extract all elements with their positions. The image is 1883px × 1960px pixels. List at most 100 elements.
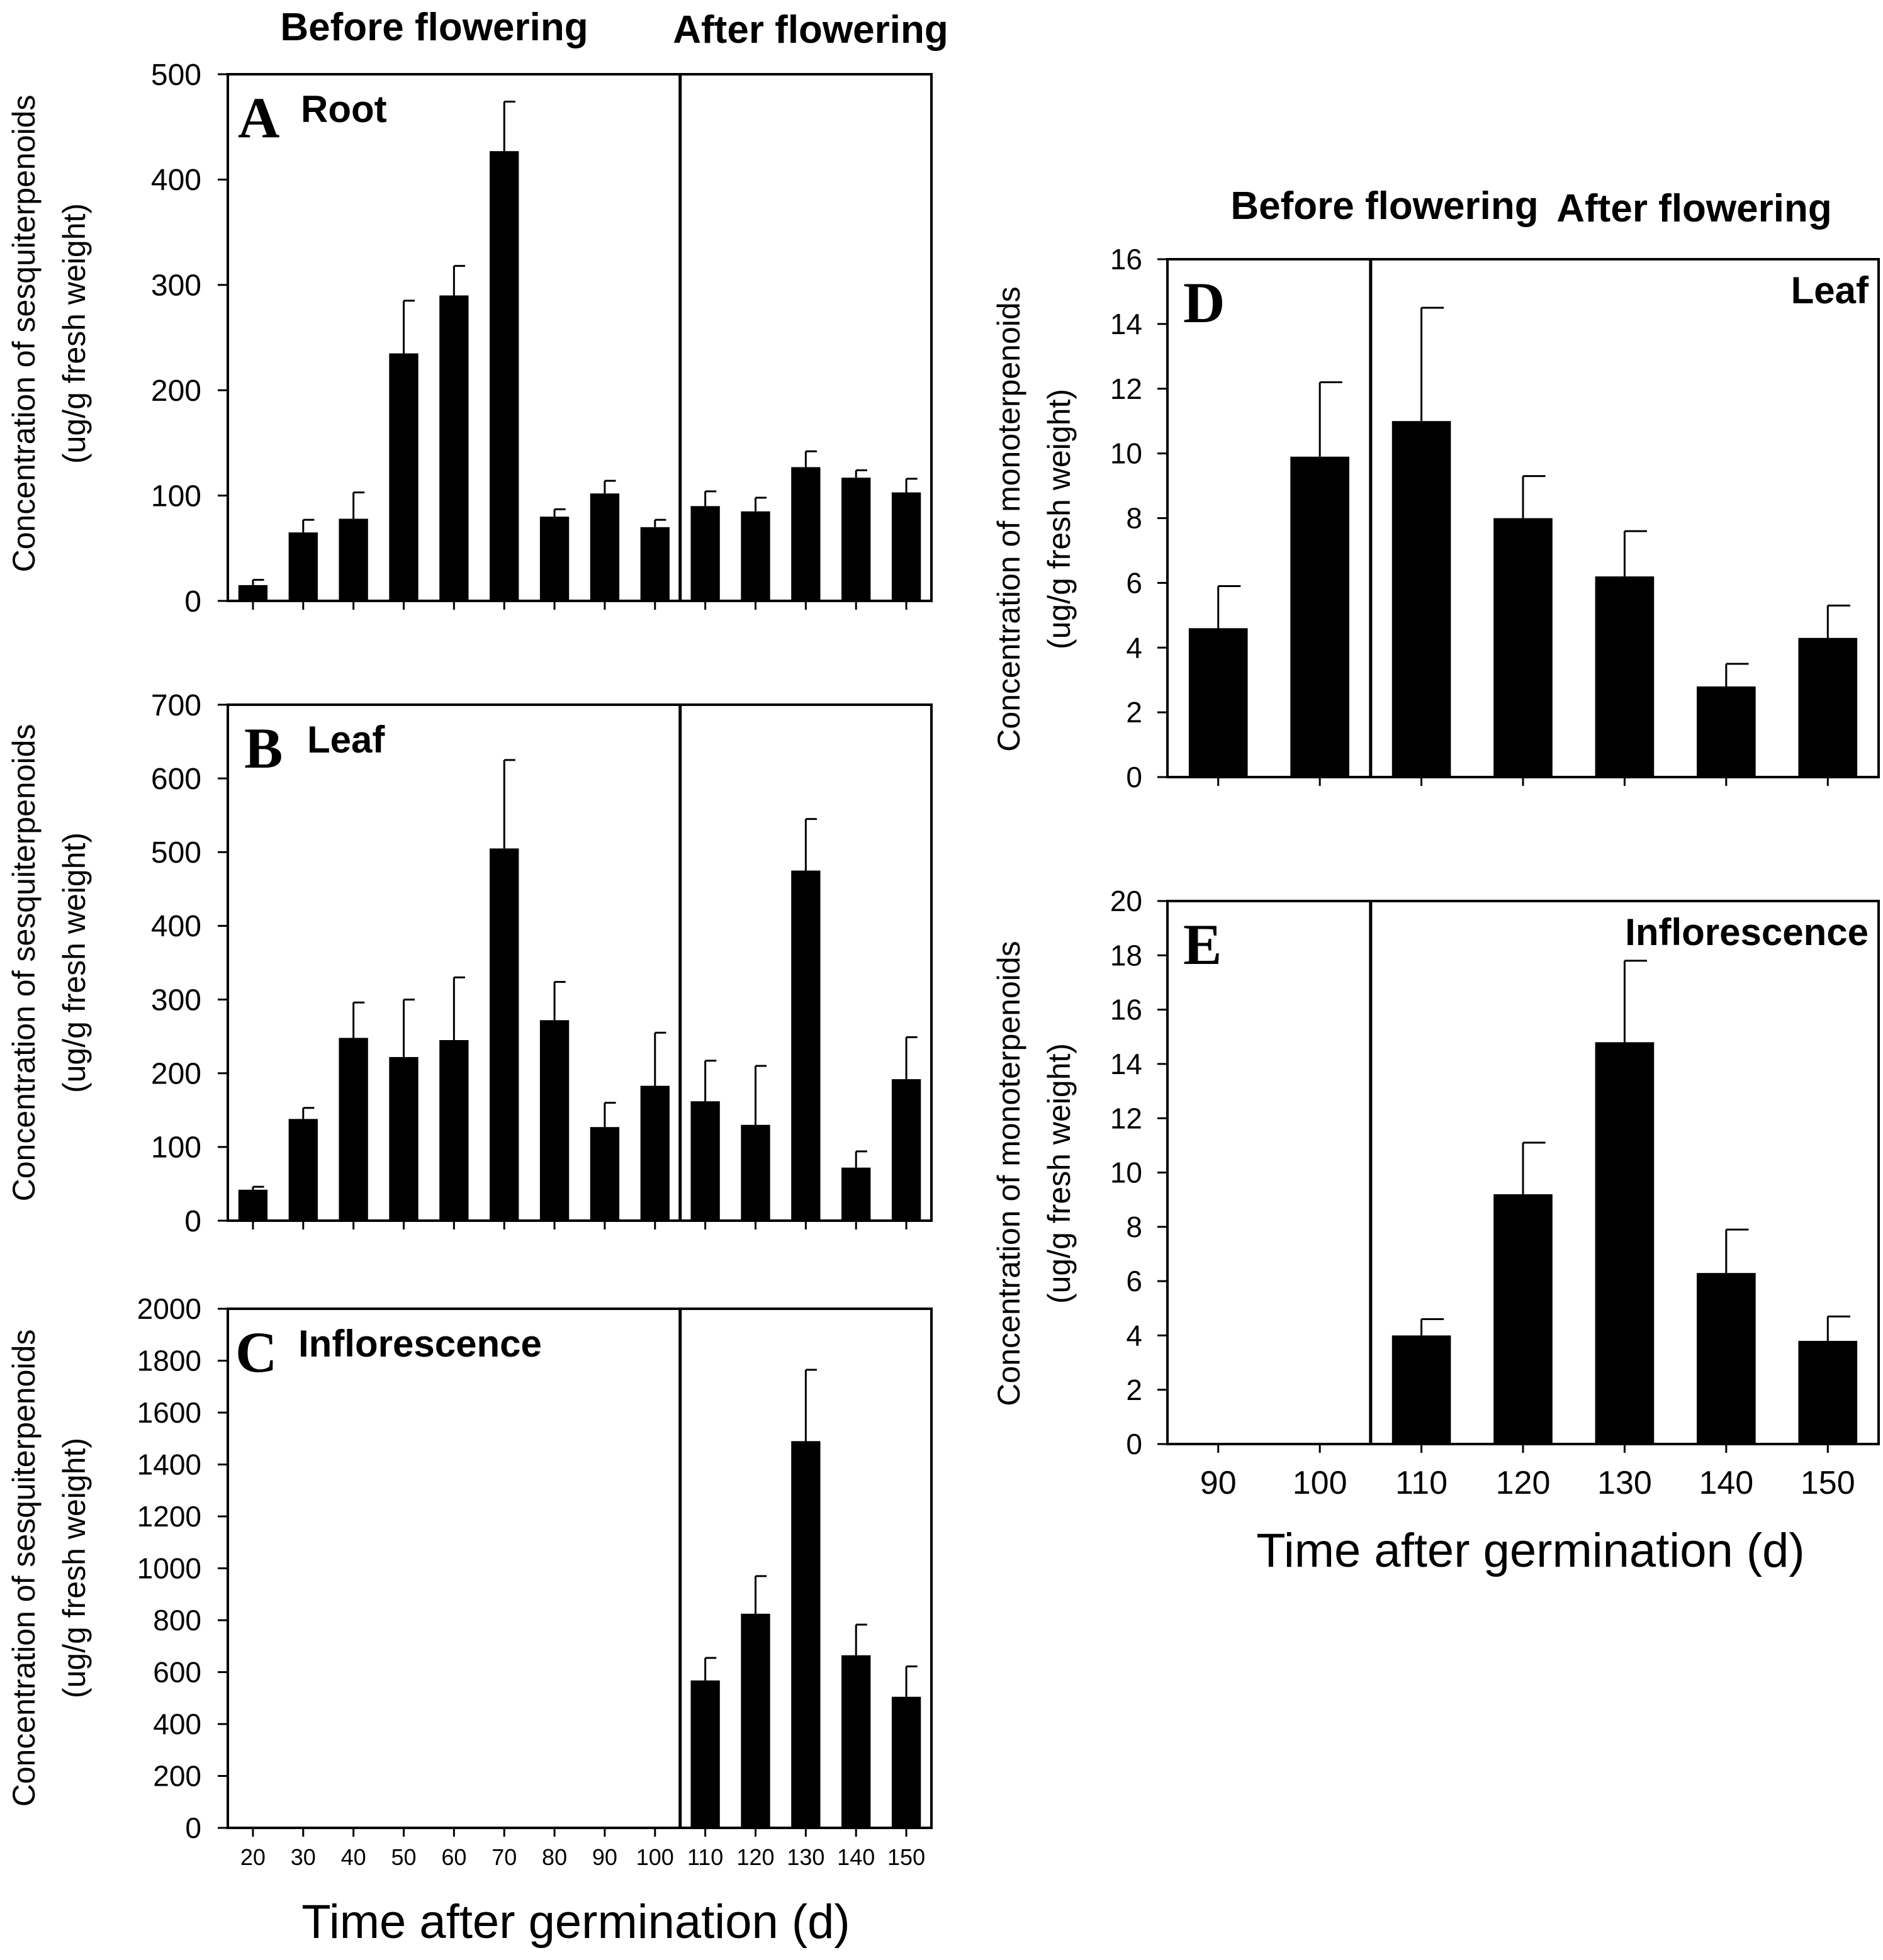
panel-title: Leaf (1791, 269, 1869, 311)
bar (1391, 421, 1451, 777)
bar (791, 1441, 821, 1828)
bar (1493, 518, 1553, 777)
y-tick-label: 200 (153, 1760, 201, 1793)
y-axis-title: (ug/g fresh weight) (57, 203, 92, 464)
y-tick-label: 0 (185, 1812, 201, 1844)
bar (339, 518, 368, 601)
y-axis-title: (ug/g fresh weight) (57, 1438, 92, 1698)
x-tick-label: 130 (1597, 1465, 1652, 1501)
y-tick-label: 16 (1110, 994, 1142, 1026)
bar (1290, 456, 1349, 777)
bar (1697, 1273, 1756, 1444)
bar (288, 1119, 318, 1221)
y-tick-label: 10 (1110, 1156, 1142, 1189)
phase-label-before-left: Before flowering (280, 6, 588, 49)
y-tick-label: 200 (151, 374, 201, 408)
x-tick-label: 50 (391, 1844, 416, 1870)
bar (741, 1124, 770, 1221)
phase-label-before-right: Before flowering (1230, 184, 1538, 228)
x-tick-label: 150 (887, 1844, 925, 1870)
bar (640, 527, 670, 601)
y-tick-label: 16 (1110, 243, 1142, 276)
y-tick-label: 2 (1126, 1374, 1142, 1406)
bar (891, 1696, 921, 1828)
x-tick-label: 60 (441, 1844, 466, 1870)
y-tick-label: 700 (151, 689, 201, 722)
y-tick-label: 1400 (137, 1448, 201, 1481)
y-tick-label: 0 (1126, 761, 1142, 793)
y-tick-label: 400 (153, 1708, 201, 1740)
y-axis-title: Concentration of sesquiterpenoids (6, 95, 42, 573)
panel-letter: A (238, 86, 279, 150)
bar (640, 1085, 670, 1221)
phase-label-after-right: After flowering (1556, 187, 1831, 230)
x-axis-title-right: Time after germination (d) (1256, 1524, 1804, 1577)
y-axis-title: (ug/g fresh weight) (1042, 1043, 1077, 1304)
y-tick-label: 6 (1126, 1265, 1142, 1297)
y-tick-label: 20 (1110, 885, 1142, 917)
bar (791, 467, 821, 601)
y-axis-title: Concentration of sesquiterpenoids (6, 724, 42, 1202)
bar (490, 848, 519, 1221)
y-tick-label: 18 (1110, 939, 1142, 972)
panel-title: Root (301, 88, 387, 130)
y-tick-label: 200 (151, 1058, 201, 1091)
x-tick-label: 110 (1395, 1465, 1447, 1501)
bar (539, 1020, 570, 1221)
bar (389, 1056, 419, 1221)
y-tick-label: 12 (1110, 1102, 1142, 1134)
y-tick-label: 1600 (137, 1396, 201, 1429)
panel-a-root-sesquiterpenoids: 0 100 200 300 400 500 A Root Concentration of se… (6, 59, 933, 619)
y-axis-title: (ug/g fresh weight) (57, 832, 92, 1093)
y-tick-label: 500 (151, 836, 201, 870)
bar (1798, 637, 1858, 777)
phase-label-after-left: After flowering (673, 8, 948, 52)
y-tick-label: 4 (1126, 631, 1142, 664)
bar (439, 295, 469, 601)
bar (791, 870, 821, 1221)
panel-c-inflorescence-sesquiterpenoids: 0 200 400 600 800 1000 1200 1400 1600 1800 2000 20 3… (6, 1292, 933, 1870)
y-tick-label: 14 (1110, 308, 1142, 340)
panel-letter: E (1183, 912, 1222, 977)
bar (1595, 1042, 1655, 1444)
x-tick-label: 120 (1496, 1465, 1551, 1501)
bar (389, 353, 419, 601)
bar (1493, 1194, 1553, 1444)
panel-title: Inflorescence (298, 1323, 542, 1365)
x-tick-label: 90 (592, 1844, 617, 1870)
y-tick-label: 100 (151, 1131, 201, 1165)
bar (891, 492, 921, 601)
y-tick-label: 0 (184, 585, 201, 619)
bar (690, 1101, 720, 1221)
bar (690, 1680, 720, 1828)
y-tick-label: 800 (153, 1604, 201, 1637)
y-tick-label: 14 (1110, 1048, 1142, 1080)
x-tick-label: 130 (787, 1844, 824, 1870)
y-tick-label: 1800 (137, 1345, 201, 1377)
panel-e-inflorescence-monoterpenoids: 0 2 4 6 8 10 12 14 16 18 20 90 100 110 120 130 140 150 E In… (991, 885, 1880, 1501)
bar (238, 585, 268, 601)
x-tick-label: 40 (341, 1844, 366, 1870)
y-tick-label: 100 (151, 479, 201, 513)
panel-title: Inflorescence (1625, 911, 1869, 953)
bar (490, 151, 519, 601)
y-tick-label: 8 (1126, 502, 1142, 535)
bar (1798, 1341, 1858, 1444)
y-tick-label: 4 (1126, 1319, 1142, 1352)
bar (741, 1613, 770, 1828)
plot-frame (227, 703, 933, 1222)
bar (288, 532, 318, 601)
y-tick-label: 1000 (137, 1552, 201, 1585)
y-tick-label: 6 (1126, 566, 1142, 599)
x-tick-label: 110 (687, 1844, 723, 1870)
bar (339, 1038, 368, 1221)
y-tick-label: 12 (1110, 372, 1142, 405)
y-tick-label: 0 (1126, 1428, 1142, 1460)
y-tick-label: 400 (151, 910, 201, 943)
x-tick-label: 70 (492, 1844, 517, 1870)
bar (841, 478, 871, 601)
x-tick-label: 150 (1801, 1465, 1855, 1501)
bar (841, 1167, 871, 1221)
plot-frame (227, 73, 933, 602)
